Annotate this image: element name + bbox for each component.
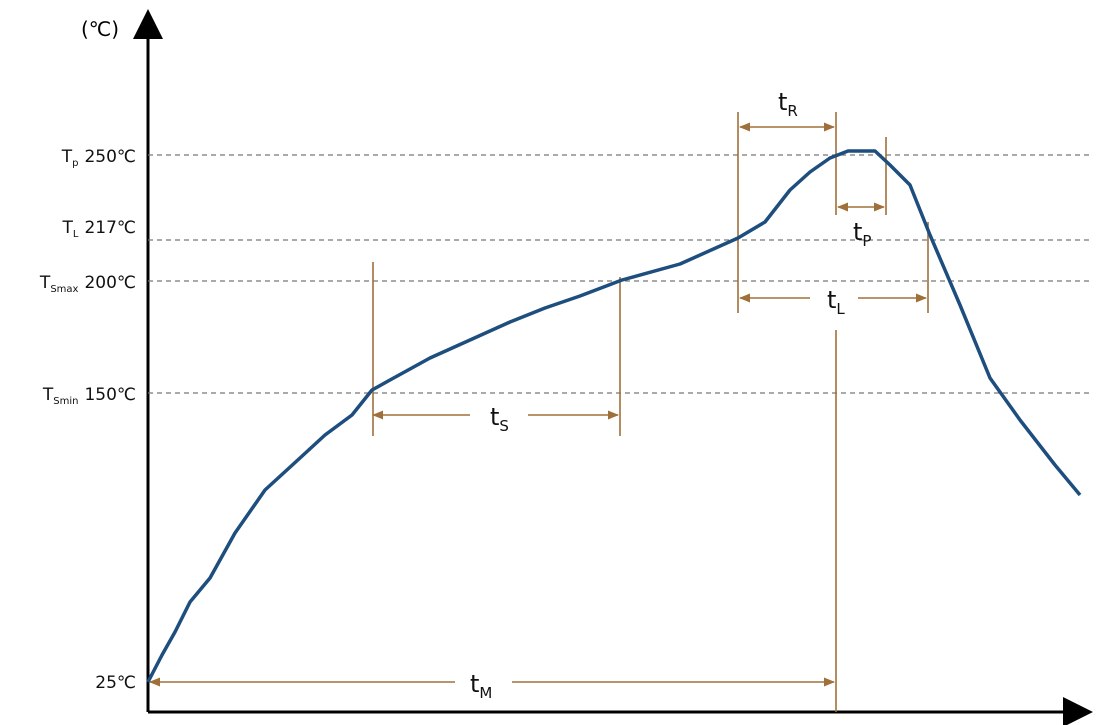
axis-unit: (℃) [81, 17, 119, 41]
level-label: 25℃ [95, 673, 136, 693]
interval-label: tR [778, 88, 798, 120]
profile-curve [146, 149, 1082, 683]
level-label: TL 217℃ [61, 218, 136, 240]
interval-label: tP [853, 218, 871, 250]
interval-markers [148, 112, 929, 712]
level-label: Tp 250℃ [61, 147, 136, 169]
level-label: TSmin 150℃ [42, 385, 136, 407]
level-label: TSmax 200℃ [39, 273, 136, 295]
interval-label: tL [827, 286, 845, 318]
interval-label: tS [490, 403, 509, 435]
interval-label: tM [470, 670, 492, 702]
